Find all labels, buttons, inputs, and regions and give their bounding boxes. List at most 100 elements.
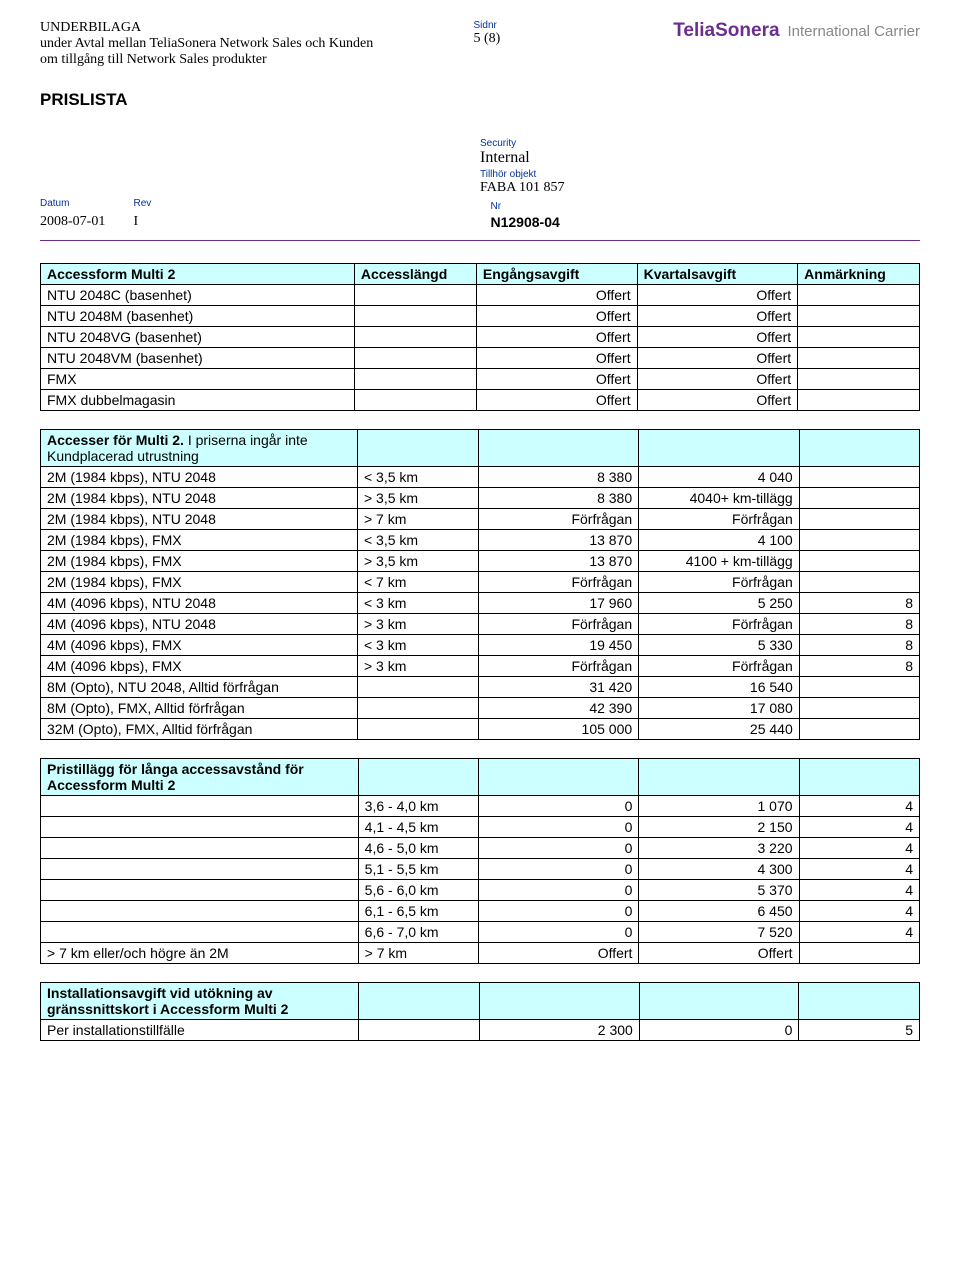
cell: Offert [476, 348, 637, 369]
cell [41, 880, 359, 901]
cell: Offert [637, 306, 798, 327]
cell: > 3,5 km [357, 551, 478, 572]
security-label: Security [480, 138, 920, 149]
cell: 4 [799, 796, 919, 817]
cell: 4 040 [639, 467, 800, 488]
table-row: 2M (1984 kbps), NTU 2048< 3,5 km8 3804 0… [41, 467, 920, 488]
table-row: NTU 2048VM (basenhet)OffertOffert [41, 348, 920, 369]
cell: 105 000 [478, 719, 639, 740]
col-accesser: Accesser för Multi 2. I priserna ingår i… [41, 430, 358, 467]
header-logo: TeliaSonera International Carrier [673, 20, 920, 42]
col-h5 [799, 759, 919, 796]
cell: 7 520 [639, 922, 799, 943]
cell [799, 698, 919, 719]
cell: 0 [479, 901, 639, 922]
cell: 42 390 [478, 698, 639, 719]
table-row: NTU 2048C (basenhet)OffertOffert [41, 285, 920, 306]
cell: 13 870 [478, 530, 639, 551]
col-h2 [359, 983, 479, 1020]
header-left: UNDERBILAGA under Avtal mellan TeliaSone… [40, 20, 470, 68]
table-row: 32M (Opto), FMX, Alltid förfrågan 105 000… [41, 719, 920, 740]
cell: 4 300 [639, 859, 799, 880]
cell [41, 838, 359, 859]
table-header-row: Pristillägg för långa accessavstånd för … [41, 759, 920, 796]
col-h3 [478, 430, 639, 467]
table-row: 2M (1984 kbps), NTU 2048> 3,5 km8 380404… [41, 488, 920, 509]
cell [799, 551, 919, 572]
cell: 2M (1984 kbps), NTU 2048 [41, 509, 358, 530]
cell [354, 348, 476, 369]
table-row: 6,1 - 6,5 km06 4504 [41, 901, 920, 922]
cell: 8M (Opto), NTU 2048, Alltid förfrågan [41, 677, 358, 698]
cell [41, 922, 359, 943]
col-h5 [799, 983, 920, 1020]
cell: 17 080 [639, 698, 800, 719]
cell: 0 [479, 817, 639, 838]
cell: 13 870 [478, 551, 639, 572]
table-row: Per installationstillfälle2 30005 [41, 1020, 920, 1041]
cell: 1 070 [639, 796, 799, 817]
table-header-row: Accesser för Multi 2. I priserna ingår i… [41, 430, 920, 467]
tillhor-value: FABA 101 857 [480, 180, 920, 196]
table-row: NTU 2048VG (basenhet)OffertOffert [41, 327, 920, 348]
cell: 5 330 [639, 635, 800, 656]
cell [798, 285, 920, 306]
cell: 32M (Opto), FMX, Alltid förfrågan [41, 719, 358, 740]
table-row: 2M (1984 kbps), FMX> 3,5 km13 8704100 + … [41, 551, 920, 572]
cell: Offert [479, 943, 639, 964]
table-row: 4M (4096 kbps), NTU 2048< 3 km17 9605 25… [41, 593, 920, 614]
security-value: Internal [480, 149, 920, 167]
cell: > 7 km [358, 943, 479, 964]
cell: Förfrågan [478, 509, 639, 530]
table-row: 6,6 - 7,0 km07 5204 [41, 922, 920, 943]
cell: 4 [799, 922, 919, 943]
cell: Offert [639, 943, 799, 964]
document-header: UNDERBILAGA under Avtal mellan TeliaSone… [40, 20, 920, 68]
cell: Offert [637, 285, 798, 306]
rev-label: Rev [134, 198, 284, 209]
cell: 2M (1984 kbps), NTU 2048 [41, 488, 358, 509]
table-row: 2M (1984 kbps), NTU 2048> 7 kmFörfråganF… [41, 509, 920, 530]
col-accesslangd: Accesslängd [354, 264, 476, 285]
tillhor-label: Tillhör objekt [480, 169, 920, 180]
table-row: FMX dubbelmagasinOffertOffert [41, 390, 920, 411]
cell: FMX [41, 369, 355, 390]
cell: > 7 km [357, 509, 478, 530]
cell: 0 [479, 838, 639, 859]
page: UNDERBILAGA under Avtal mellan TeliaSone… [0, 0, 960, 1081]
cell [354, 327, 476, 348]
cell [41, 859, 359, 880]
rev-value: I [134, 214, 284, 230]
cell: Offert [476, 369, 637, 390]
cell: Förfrågan [478, 656, 639, 677]
sidnr-value: 5 (8) [474, 31, 624, 47]
cell: FMX dubbelmagasin [41, 390, 355, 411]
col-h3 [479, 983, 639, 1020]
cell [799, 488, 919, 509]
cell: 31 420 [478, 677, 639, 698]
cell: 8 [799, 593, 919, 614]
table-row: 3,6 - 4,0 km01 0704 [41, 796, 920, 817]
cell [799, 509, 919, 530]
cell [799, 677, 919, 698]
cell: 0 [479, 796, 639, 817]
header-line3: om tillgång till Network Sales produkter [40, 52, 470, 68]
cell [798, 369, 920, 390]
cell: 2M (1984 kbps), FMX [41, 572, 358, 593]
cell: NTU 2048M (basenhet) [41, 306, 355, 327]
cell: NTU 2048C (basenhet) [41, 285, 355, 306]
cell [799, 943, 919, 964]
cell: < 3,5 km [357, 467, 478, 488]
underbilaga-label: UNDERBILAGA [40, 20, 470, 36]
meta-block: Security Internal Tillhör objekt FABA 10… [40, 138, 920, 232]
col-pristillagg: Pristillägg för långa accessavstånd för … [41, 759, 359, 796]
cell: 0 [639, 1020, 799, 1041]
cell: 6 450 [639, 901, 799, 922]
col-h4 [639, 759, 799, 796]
cell: 4 [799, 859, 919, 880]
cell: 8 [799, 656, 919, 677]
brand-name: TeliaSonera [673, 20, 779, 41]
datum-value: 2008-07-01 [40, 214, 130, 230]
cell: > 3 km [357, 656, 478, 677]
cell: Offert [476, 327, 637, 348]
